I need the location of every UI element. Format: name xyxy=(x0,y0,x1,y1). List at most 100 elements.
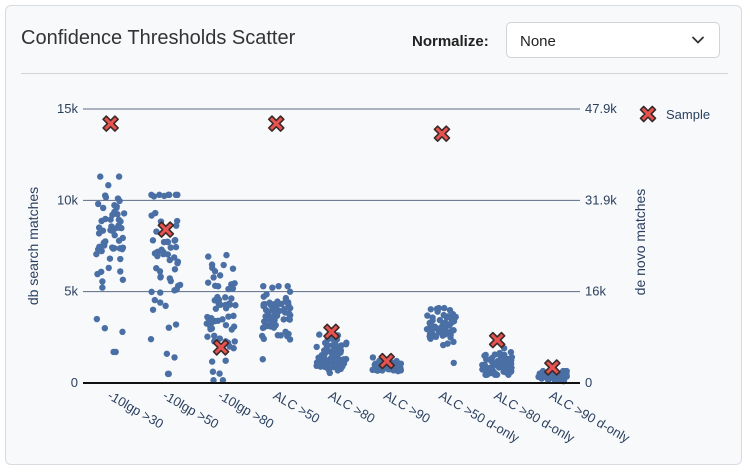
data-point xyxy=(208,316,216,323)
data-point xyxy=(378,367,386,374)
y-tick-label: 10k xyxy=(57,192,78,207)
data-point xyxy=(225,285,232,293)
data-point xyxy=(99,284,106,291)
data-point xyxy=(274,298,281,305)
data-point xyxy=(98,268,105,275)
data-point xyxy=(209,264,216,272)
data-point xyxy=(208,358,216,365)
data-point xyxy=(172,243,180,251)
data-point xyxy=(149,306,157,313)
data-point xyxy=(151,296,159,304)
data-point xyxy=(117,255,124,263)
data-point xyxy=(448,327,455,335)
point-group xyxy=(147,191,184,378)
data-point xyxy=(340,360,348,367)
data-point xyxy=(111,208,118,216)
data-point xyxy=(424,312,431,319)
data-point xyxy=(286,336,294,343)
data-point xyxy=(94,200,102,208)
x-tick-label: -10lgp >30 xyxy=(105,388,166,432)
data-point xyxy=(165,191,173,199)
data-point xyxy=(261,318,268,325)
data-point xyxy=(115,173,123,180)
data-point xyxy=(165,324,173,331)
point-group xyxy=(369,354,405,375)
y2-tick-label: 16k xyxy=(585,284,606,299)
data-point xyxy=(538,372,545,379)
y-tick-label: 5k xyxy=(64,284,78,299)
point-group xyxy=(258,282,294,363)
data-point xyxy=(286,288,294,295)
sample-marker xyxy=(267,115,285,132)
data-point xyxy=(99,204,107,212)
x-tick-label: -10lgp >80 xyxy=(216,388,277,432)
data-point xyxy=(232,302,239,309)
data-point xyxy=(429,314,436,321)
data-point xyxy=(164,238,172,246)
data-point xyxy=(496,349,503,357)
data-point xyxy=(167,244,174,251)
data-point xyxy=(440,311,447,319)
data-point xyxy=(219,316,226,323)
data-point xyxy=(508,353,516,361)
data-point xyxy=(324,348,332,355)
sample-marker xyxy=(102,115,119,132)
data-point xyxy=(286,316,293,323)
data-point xyxy=(281,305,288,313)
normalize-select[interactable]: None xyxy=(506,22,720,58)
sample-marker xyxy=(433,125,451,142)
data-point xyxy=(95,224,103,231)
normalize-select-value: None xyxy=(520,33,556,50)
data-point xyxy=(119,328,126,336)
data-point xyxy=(431,324,438,332)
data-point xyxy=(441,304,448,312)
data-point xyxy=(216,370,223,377)
data-point xyxy=(427,306,434,313)
data-point xyxy=(229,265,237,272)
data-point xyxy=(210,377,217,384)
data-point xyxy=(313,343,320,351)
header-divider xyxy=(21,73,728,74)
y-tick-label: 15k xyxy=(57,101,78,116)
x-tick-label: ALC >90 xyxy=(381,388,433,426)
data-point xyxy=(173,222,180,229)
data-point xyxy=(113,203,120,210)
data-point xyxy=(333,364,340,371)
data-point xyxy=(323,343,331,350)
point-group xyxy=(313,331,350,377)
data-point xyxy=(504,365,512,372)
data-point xyxy=(157,289,164,296)
y2-tick-label: 47.9k xyxy=(585,101,617,116)
data-point xyxy=(222,321,230,329)
x-tick-label: -10lgp >50 xyxy=(160,388,221,432)
data-point xyxy=(324,365,332,372)
data-point xyxy=(95,230,103,237)
chart-card xyxy=(5,5,742,465)
point-group xyxy=(203,251,239,384)
data-point xyxy=(115,216,123,223)
data-point xyxy=(275,282,282,290)
data-point xyxy=(171,236,179,244)
card-title: Confidence Thresholds Scatter xyxy=(21,27,296,49)
data-point xyxy=(317,363,324,370)
data-point xyxy=(105,182,112,189)
data-point xyxy=(105,264,112,272)
data-point xyxy=(270,324,278,331)
data-point xyxy=(171,354,178,361)
data-point xyxy=(216,335,224,342)
y2-tick-label: 31.9k xyxy=(585,192,617,207)
data-point xyxy=(483,371,491,378)
data-point xyxy=(432,333,440,341)
data-point xyxy=(171,266,179,273)
data-point xyxy=(216,272,224,279)
data-point xyxy=(323,358,330,365)
data-point xyxy=(110,348,117,356)
data-point xyxy=(204,333,211,340)
data-point xyxy=(230,323,238,330)
data-point xyxy=(161,192,168,200)
data-point xyxy=(174,258,182,265)
data-point xyxy=(220,261,227,269)
sample-marker xyxy=(544,359,561,376)
data-point xyxy=(285,301,292,309)
